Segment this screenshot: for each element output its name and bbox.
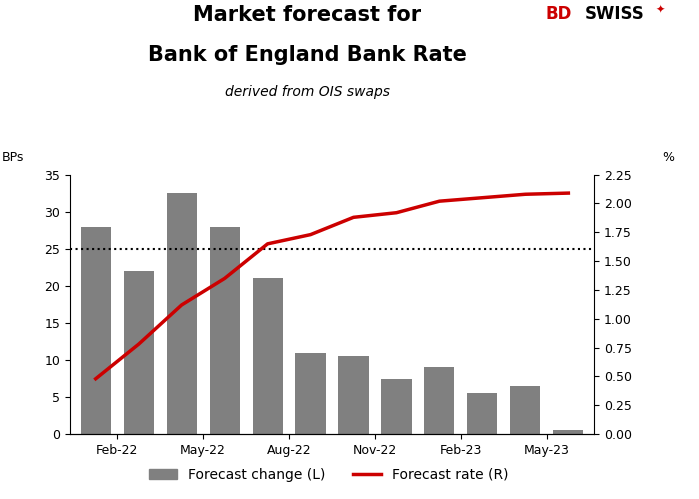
- Bar: [296, 353, 326, 434]
- Bar: [80, 227, 110, 434]
- Text: %: %: [662, 151, 675, 164]
- Text: BD: BD: [545, 5, 572, 23]
- Bar: [510, 386, 540, 434]
- Text: derived from OIS swaps: derived from OIS swaps: [225, 85, 390, 99]
- Bar: [166, 193, 196, 434]
- Bar: [554, 431, 584, 434]
- Text: Market forecast for: Market forecast for: [194, 5, 421, 25]
- Bar: [382, 379, 412, 434]
- Legend: Forecast change (L), Forecast rate (R): Forecast change (L), Forecast rate (R): [143, 462, 514, 487]
- Bar: [210, 227, 240, 434]
- Text: Bank of England Bank Rate: Bank of England Bank Rate: [148, 45, 467, 65]
- Bar: [124, 271, 154, 434]
- Bar: [338, 356, 368, 434]
- Bar: [252, 278, 282, 434]
- Text: SWISS: SWISS: [584, 5, 644, 23]
- Text: ✦: ✦: [656, 5, 665, 15]
- Text: BPs: BPs: [2, 151, 24, 164]
- Bar: [424, 367, 454, 434]
- Bar: [468, 393, 498, 434]
